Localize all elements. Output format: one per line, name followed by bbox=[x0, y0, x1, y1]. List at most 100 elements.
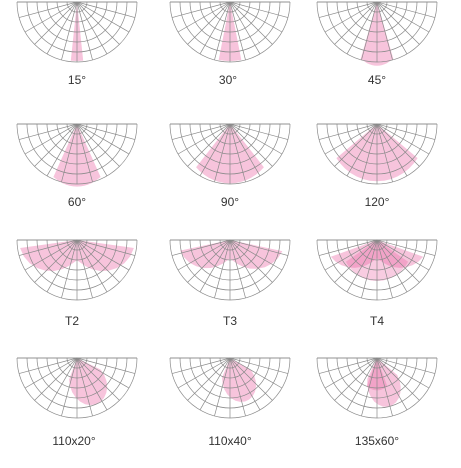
polar-spoke bbox=[318, 1, 378, 18]
polar-spoke bbox=[376, 1, 393, 61]
polar-spoke bbox=[18, 123, 78, 140]
polar-spoke bbox=[76, 239, 136, 256]
polar-spoke bbox=[229, 357, 261, 411]
polar-spoke bbox=[229, 1, 283, 33]
polar-spoke bbox=[229, 239, 289, 256]
polar-spoke bbox=[376, 123, 436, 140]
polar-spoke bbox=[324, 123, 378, 155]
polar-spoke bbox=[376, 357, 430, 389]
beam-diagram: T4 bbox=[316, 239, 438, 328]
polar-spoke bbox=[376, 239, 436, 256]
polar-spoke bbox=[376, 357, 408, 411]
polar-spoke bbox=[177, 1, 231, 33]
polar-spoke bbox=[361, 123, 378, 183]
beam-angle-label: 45° bbox=[368, 73, 386, 87]
polar-spoke bbox=[376, 123, 420, 167]
beam-diagram: 120° bbox=[316, 123, 438, 209]
beam-diagram: 30° bbox=[169, 1, 291, 87]
polar-spoke bbox=[229, 1, 273, 45]
beam-diagram: 90° bbox=[169, 123, 291, 209]
polar-spoke bbox=[76, 123, 93, 183]
polar-spoke bbox=[76, 1, 93, 61]
polar-spoke bbox=[187, 1, 231, 45]
polar-spoke bbox=[229, 239, 246, 299]
polar-spoke bbox=[376, 239, 393, 299]
polar-spoke bbox=[61, 357, 78, 417]
polar-spoke bbox=[177, 123, 231, 155]
polar-spoke bbox=[76, 357, 120, 401]
beam-shape bbox=[222, 358, 256, 402]
polar-spoke bbox=[361, 357, 378, 417]
polar-spoke bbox=[229, 357, 246, 417]
polar-spoke bbox=[76, 357, 93, 417]
polar-spoke bbox=[34, 123, 78, 167]
polar-spoke bbox=[18, 1, 78, 18]
polar-spoke bbox=[76, 1, 130, 33]
polar-spoke bbox=[76, 123, 130, 155]
polar-spoke bbox=[376, 357, 393, 417]
polar-spoke bbox=[324, 239, 378, 271]
polar-spoke bbox=[229, 123, 261, 177]
beam-angle-label: T3 bbox=[223, 314, 237, 328]
beam-diagram: T3 bbox=[169, 239, 291, 328]
polar-spoke bbox=[171, 357, 231, 374]
polar-spoke bbox=[346, 123, 378, 177]
polar-spoke bbox=[76, 239, 130, 271]
polar-spoke bbox=[61, 239, 78, 299]
beam-angle-label: T2 bbox=[65, 314, 79, 328]
beam-diagram: 135x60° bbox=[316, 357, 438, 448]
beam-angle-label: 110x20° bbox=[52, 434, 95, 448]
polar-spoke bbox=[214, 357, 231, 417]
beam-diagram: 15° bbox=[16, 1, 138, 87]
polar-spoke bbox=[171, 1, 231, 18]
beam-shape bbox=[367, 358, 401, 407]
polar-spoke bbox=[318, 357, 378, 374]
polar-spoke bbox=[199, 1, 231, 55]
polar-spoke bbox=[334, 239, 378, 283]
polar-spoke bbox=[76, 357, 108, 411]
polar-spoke bbox=[229, 357, 283, 389]
beam-angle-label: 30° bbox=[219, 73, 237, 87]
polar-spoke bbox=[229, 1, 261, 55]
polar-spoke bbox=[76, 239, 108, 293]
polar-spoke bbox=[334, 123, 378, 167]
polar-spoke bbox=[199, 123, 231, 177]
polar-spoke bbox=[229, 123, 289, 140]
polar-spoke bbox=[334, 357, 378, 401]
beam-angle-label: 90° bbox=[221, 195, 239, 209]
polar-spoke bbox=[346, 357, 378, 411]
polar-spoke bbox=[61, 1, 78, 61]
polar-spoke bbox=[76, 1, 120, 45]
polar-spoke bbox=[187, 239, 231, 283]
polar-spoke bbox=[229, 123, 246, 183]
polar-spoke bbox=[24, 123, 78, 155]
polar-spoke bbox=[229, 357, 289, 374]
polar-spoke bbox=[61, 123, 78, 183]
polar-spoke bbox=[199, 239, 231, 293]
polar-spoke bbox=[324, 1, 378, 33]
beam-diagram: 60° bbox=[16, 123, 138, 209]
polar-spoke bbox=[229, 239, 273, 283]
polar-spoke bbox=[376, 1, 436, 18]
polar-spoke bbox=[46, 123, 78, 177]
polar-spoke bbox=[214, 1, 231, 61]
polar-spoke bbox=[376, 1, 408, 55]
beam-diagram: 110x20° bbox=[16, 357, 138, 448]
polar-spoke bbox=[24, 239, 78, 271]
polar-spoke bbox=[76, 123, 120, 167]
polar-spoke bbox=[229, 357, 273, 401]
polar-spoke bbox=[187, 123, 231, 167]
polar-spoke bbox=[361, 239, 378, 299]
polar-spoke bbox=[376, 123, 393, 183]
polar-spoke bbox=[76, 1, 136, 18]
polar-spoke bbox=[187, 357, 231, 401]
polar-spoke bbox=[177, 239, 231, 271]
polar-spoke bbox=[171, 239, 231, 256]
beam-diagram: 110x40° bbox=[169, 357, 291, 448]
polar-spoke bbox=[46, 1, 78, 55]
polar-spoke bbox=[46, 239, 78, 293]
polar-spoke bbox=[76, 239, 120, 283]
polar-spoke bbox=[199, 357, 231, 411]
polar-spoke bbox=[76, 357, 136, 374]
